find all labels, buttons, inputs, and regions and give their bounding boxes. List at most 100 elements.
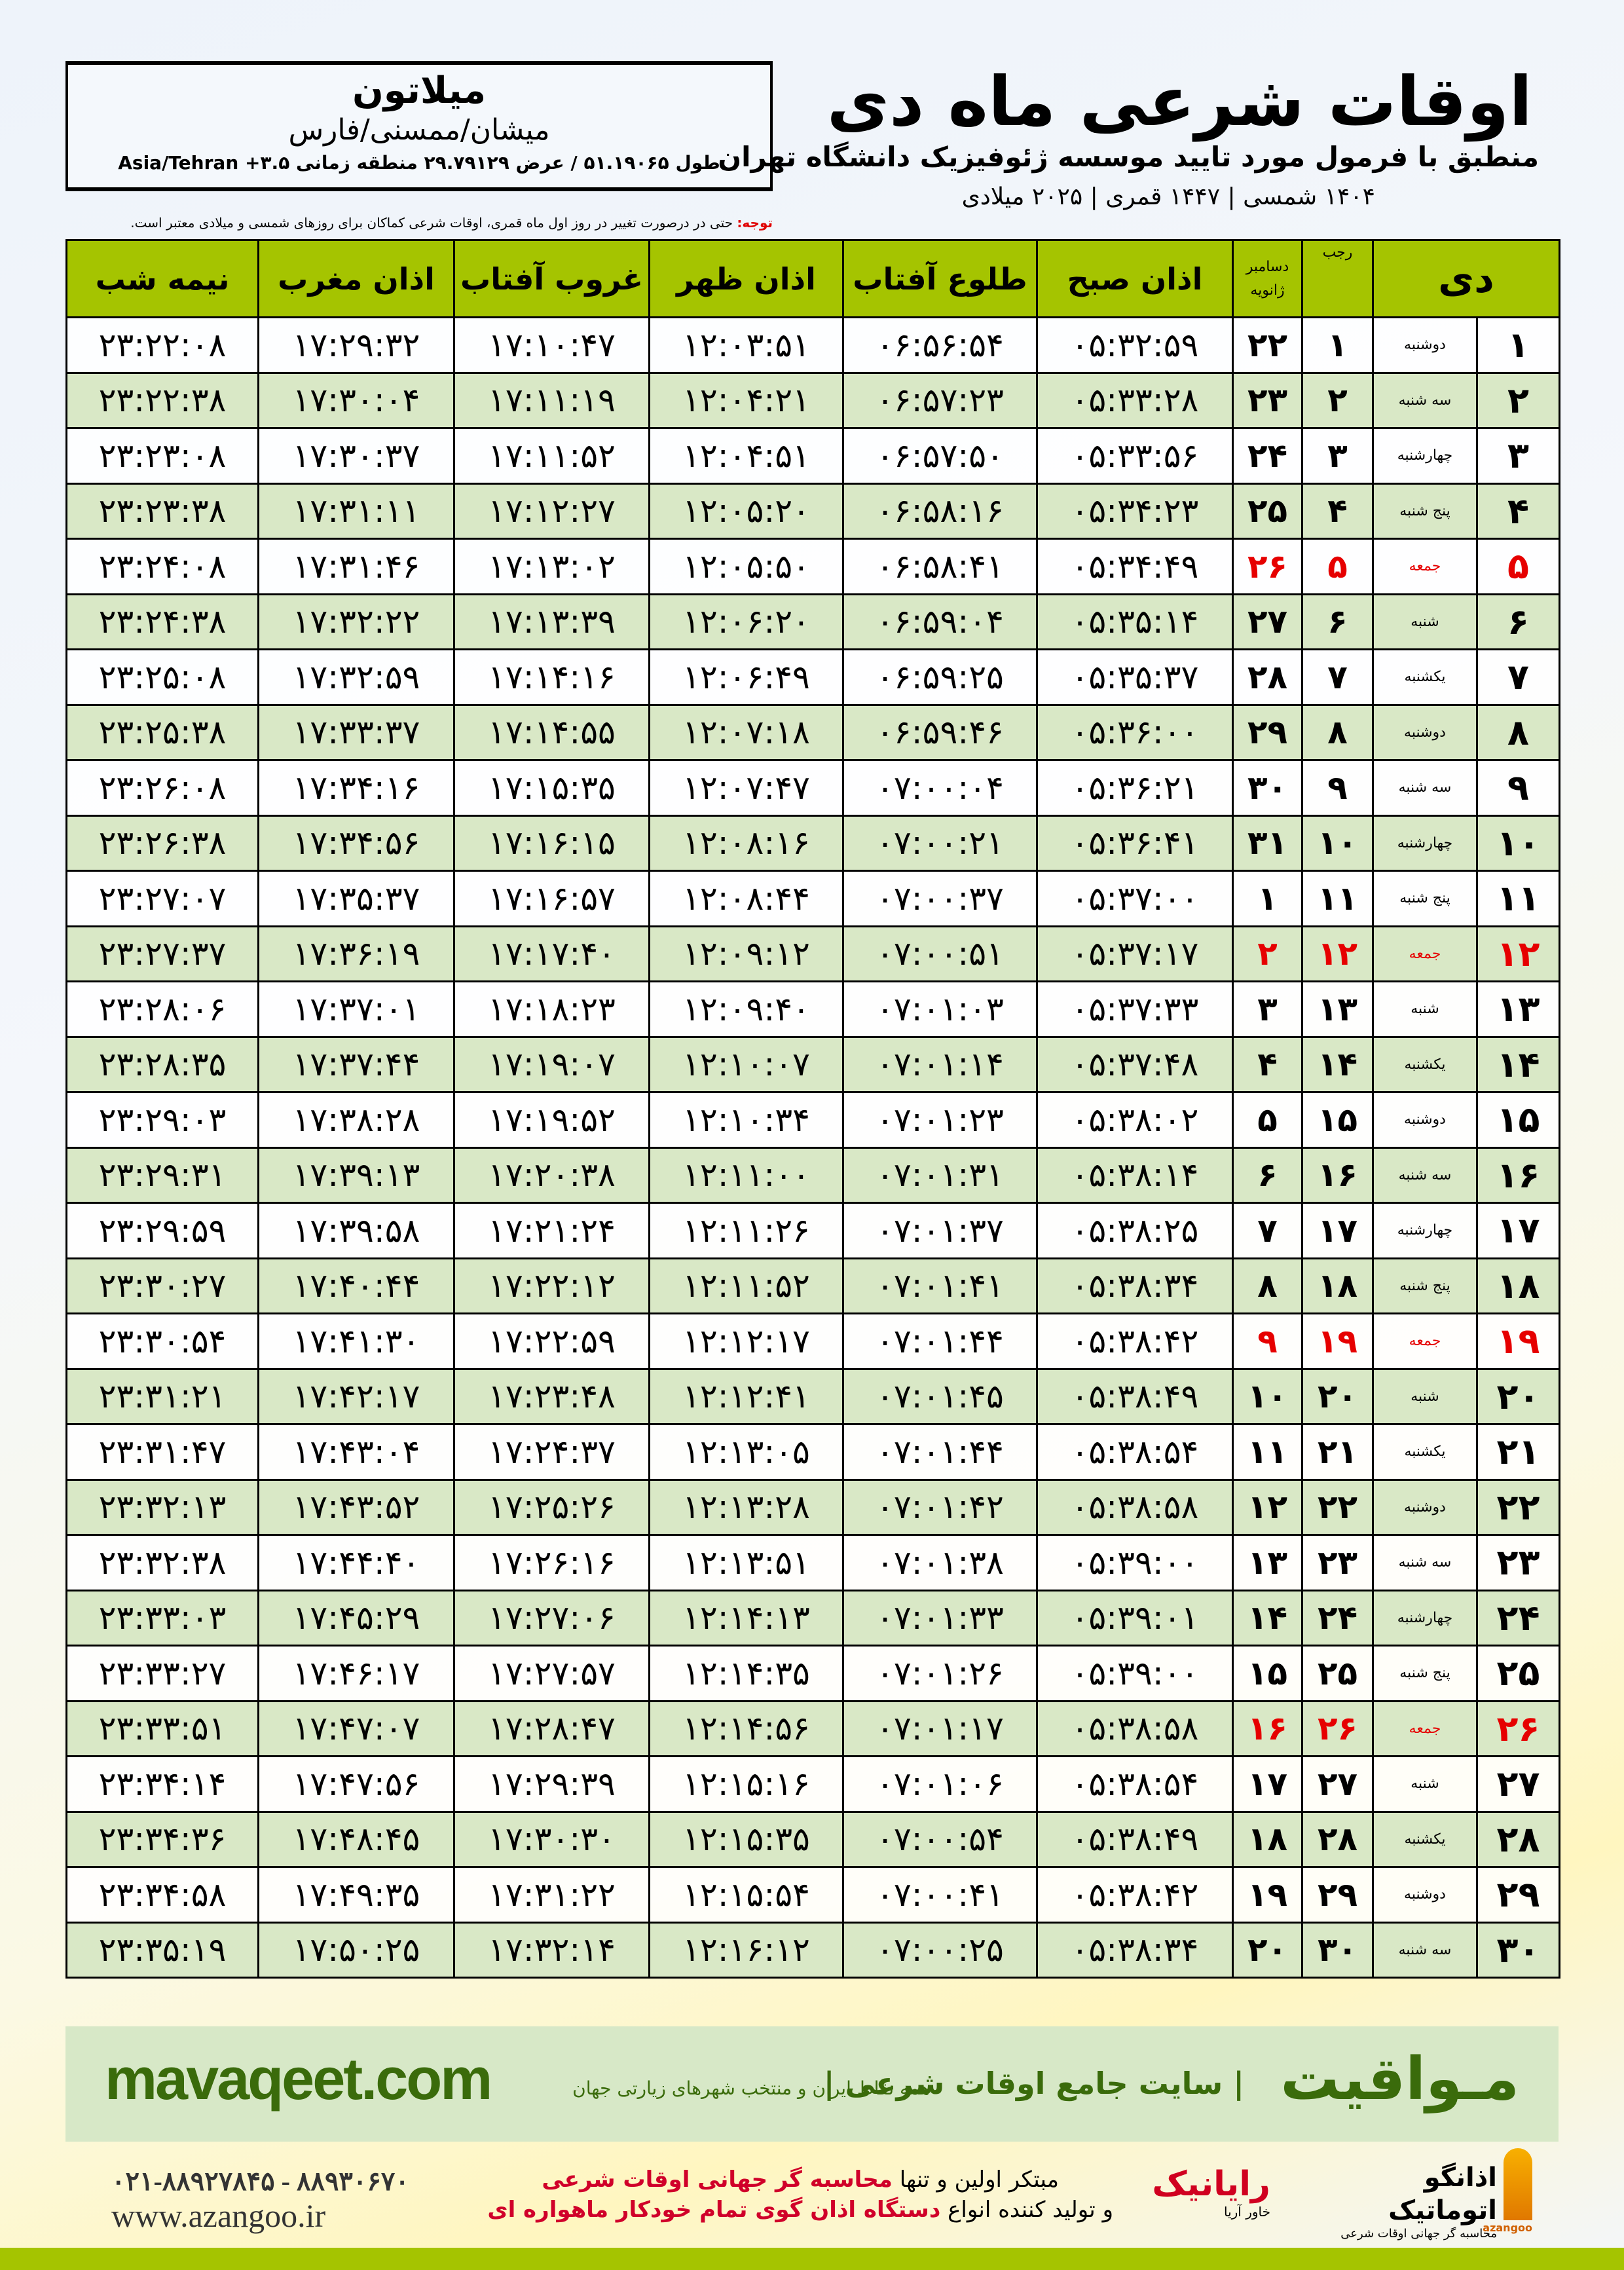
cell-dec: ۲۹	[1232, 703, 1303, 761]
cell-midnight: ۲۳:۲۳:۳۸	[65, 482, 259, 540]
cell-sunset: ۱۷:۱۶:۵۷	[453, 870, 650, 927]
cell-dhuhr: ۱۲:۱۱:۵۲	[648, 1257, 844, 1314]
cell-rajab: ۱۳	[1301, 980, 1374, 1038]
prayer-times-table: دی رجب دسامبر ژانویه اذان صبح طلوع آفتاب …	[65, 239, 1560, 1979]
table-row: ۲۵ پنج شنبه ۲۵ ۱۵ ۰۵:۳۹:۰۰ ۰۷:۰۱:۲۶ ۱۲:۱۴:۳۵ ۱۷…	[65, 1645, 1560, 1702]
cell-dhuhr: ۱۲:۱۰:۰۷	[648, 1035, 844, 1093]
cell-dec: ۳۰	[1232, 759, 1303, 817]
cell-sunset: ۱۷:۲۷:۵۷	[453, 1645, 650, 1702]
mavaqeet-banner[interactable]: مـواقیت | سایت جامع اوقات شرعی | همه نقا…	[65, 2026, 1559, 2142]
cell-dec: ۲۳	[1232, 371, 1303, 429]
tagline-1b: محاسبه گر جهانی اوقات شرعی	[542, 2167, 893, 2193]
cell-dhuhr: ۱۲:۱۳:۲۸	[648, 1478, 844, 1536]
bottom-bar	[0, 2248, 1624, 2270]
col-day: دی	[1372, 239, 1560, 318]
phone-number[interactable]: ۰۲۱-۸۸۹۲۷۸۴۵ - ۸۸۹۳۰۶۷۰	[111, 2167, 409, 2196]
cell-rajab: ۱۰	[1301, 814, 1374, 872]
cell-dhuhr: ۱۲:۱۴:۳۵	[648, 1645, 844, 1702]
cell-sunset: ۱۷:۱۱:۵۲	[453, 427, 650, 485]
cell-maghrib: ۱۷:۴۲:۱۷	[257, 1368, 455, 1425]
cell-rajab: ۲۵	[1301, 1645, 1374, 1702]
cell-rajab: ۳۰	[1301, 1921, 1374, 1979]
cell-maghrib: ۱۷:۴۵:۲۹	[257, 1589, 455, 1647]
col-sunrise: طلوع آفتاب	[842, 239, 1038, 318]
cell-maghrib: ۱۷:۴۷:۰۷	[257, 1700, 455, 1757]
cell-weekday: سه شنبه	[1372, 1146, 1478, 1204]
cell-midnight: ۲۳:۲۵:۳۸	[65, 703, 259, 761]
cell-sunrise: ۰۶:۵۷:۲۳	[842, 371, 1038, 429]
cell-dec: ۱۷	[1232, 1755, 1303, 1813]
cell-day: ۹	[1476, 759, 1560, 817]
cell-fajr: ۰۵:۳۲:۵۹	[1036, 316, 1234, 374]
table-header: دی رجب دسامبر ژانویه اذان صبح طلوع آفتاب …	[65, 239, 1560, 318]
cell-sunrise: ۰۷:۰۱:۱۷	[842, 1700, 1038, 1757]
table-row: ۴ پنج شنبه ۴ ۲۵ ۰۵:۳۴:۲۳ ۰۶:۵۸:۱۶ ۱۲:۰۵:۲۰ ۱۷:۱…	[65, 482, 1560, 540]
cell-maghrib: ۱۷:۴۷:۵۶	[257, 1755, 455, 1813]
table-row: ۳ چهارشنبه ۳ ۲۴ ۰۵:۳۳:۵۶ ۰۶:۵۷:۵۰ ۱۲:۰۴:۵۱ ۱۷:۱…	[65, 427, 1560, 485]
cell-rajab: ۲۳	[1301, 1534, 1374, 1591]
cell-midnight: ۲۳:۳۰:۵۴	[65, 1312, 259, 1370]
cell-dec: ۱	[1232, 870, 1303, 927]
cell-maghrib: ۱۷:۴۱:۳۰	[257, 1312, 455, 1370]
cell-midnight: ۲۳:۲۷:۳۷	[65, 925, 259, 982]
cell-midnight: ۲۳:۲۴:۰۸	[65, 538, 259, 595]
cell-rajab: ۲۷	[1301, 1755, 1374, 1813]
azangoo-logo-en: azangoo	[1483, 2222, 1532, 2234]
cell-maghrib: ۱۷:۳۱:۴۶	[257, 538, 455, 595]
cell-midnight: ۲۳:۲۶:۳۸	[65, 814, 259, 872]
cell-dec: ۶	[1232, 1146, 1303, 1204]
cell-day: ۱۲	[1476, 925, 1560, 982]
cell-day: ۱۸	[1476, 1257, 1560, 1314]
cell-fajr: ۰۵:۳۷:۱۷	[1036, 925, 1234, 982]
cell-weekday: شنبه	[1372, 593, 1478, 650]
cell-weekday: دوشنبه	[1372, 316, 1478, 374]
cell-midnight: ۲۳:۲۶:۰۸	[65, 759, 259, 817]
table-row: ۱۶ سه شنبه ۱۶ ۶ ۰۵:۳۸:۱۴ ۰۷:۰۱:۳۱ ۱۲:۱۱:۰۰ ۱۷:۲…	[65, 1146, 1560, 1204]
cell-sunset: ۱۷:۲۴:۳۷	[453, 1423, 650, 1481]
mosque-dome-icon	[1504, 2148, 1532, 2220]
cell-fajr: ۰۵:۳۸:۳۴	[1036, 1921, 1234, 1979]
cell-dec: ۲۴	[1232, 427, 1303, 485]
cell-rajab: ۲	[1301, 371, 1374, 429]
table-row: ۷ یکشنبه ۷ ۲۸ ۰۵:۳۵:۳۷ ۰۶:۵۹:۲۵ ۱۲:۰۶:۴۹ ۱۷:۱۴:…	[65, 648, 1560, 706]
cell-sunset: ۱۷:۱۶:۱۵	[453, 814, 650, 872]
cell-fajr: ۰۵:۳۵:۳۷	[1036, 648, 1234, 706]
cell-fajr: ۰۵:۳۶:۰۰	[1036, 703, 1234, 761]
cell-dhuhr: ۱۲:۰۴:۲۱	[648, 371, 844, 429]
cell-day: ۱۹	[1476, 1312, 1560, 1370]
cell-dec: ۵	[1232, 1091, 1303, 1149]
table-row: ۱۷ چهارشنبه ۱۷ ۷ ۰۵:۳۸:۲۵ ۰۷:۰۱:۳۷ ۱۲:۱۱:۲۶ ۱۷:…	[65, 1202, 1560, 1259]
cell-dhuhr: ۱۲:۰۹:۴۰	[648, 980, 844, 1038]
cell-dhuhr: ۱۲:۰۷:۱۸	[648, 703, 844, 761]
cell-sunrise: ۰۶:۵۹:۰۴	[842, 593, 1038, 650]
cell-sunset: ۱۷:۲۶:۱۶	[453, 1534, 650, 1591]
cell-weekday: یکشنبه	[1372, 1810, 1478, 1868]
cell-midnight: ۲۳:۳۰:۲۷	[65, 1257, 259, 1314]
table-row: ۳۰ سه شنبه ۳۰ ۲۰ ۰۵:۳۸:۳۴ ۰۷:۰۰:۲۵ ۱۲:۱۶:۱۲ ۱۷:…	[65, 1921, 1560, 1979]
cell-fajr: ۰۵:۳۸:۳۴	[1036, 1257, 1234, 1314]
cell-sunrise: ۰۶:۵۷:۵۰	[842, 427, 1038, 485]
cell-midnight: ۲۳:۲۹:۵۹	[65, 1202, 259, 1259]
cell-day: ۳۰	[1476, 1921, 1560, 1979]
cell-dec: ۱۳	[1232, 1534, 1303, 1591]
cell-sunset: ۱۷:۲۸:۴۷	[453, 1700, 650, 1757]
cell-sunrise: ۰۷:۰۱:۳۳	[842, 1589, 1038, 1647]
cell-fajr: ۰۵:۳۹:۰۰	[1036, 1645, 1234, 1702]
cell-fajr: ۰۵:۳۸:۴۲	[1036, 1312, 1234, 1370]
cell-fajr: ۰۵:۳۳:۵۶	[1036, 427, 1234, 485]
cell-dec: ۲۶	[1232, 538, 1303, 595]
cell-sunrise: ۰۷:۰۱:۰۶	[842, 1755, 1038, 1813]
cell-dhuhr: ۱۲:۰۴:۵۱	[648, 427, 844, 485]
cell-dhuhr: ۱۲:۰۵:۵۰	[648, 538, 844, 595]
tagline: مبتکر اولین و تنها محاسبه گر جهانی اوقات…	[487, 2165, 1113, 2225]
city-name: میلاتون	[352, 69, 486, 112]
cell-dhuhr: ۱۲:۱۲:۴۱	[648, 1368, 844, 1425]
cell-midnight: ۲۳:۳۴:۵۸	[65, 1866, 259, 1924]
cell-weekday: چهارشنبه	[1372, 814, 1478, 872]
table-row: ۵ جمعه ۵ ۲۶ ۰۵:۳۴:۴۹ ۰۶:۵۸:۴۱ ۱۲:۰۵:۵۰ ۱۷:۱۳:۰۲…	[65, 538, 1560, 595]
cell-fajr: ۰۵:۳۸:۲۵	[1036, 1202, 1234, 1259]
cell-sunrise: ۰۷:۰۰:۵۱	[842, 925, 1038, 982]
banner-website-link[interactable]: mavaqeet.com	[105, 2047, 492, 2112]
azangoo-logo-subtext: محاسبه گر جهانی اوقات شرعی	[1340, 2227, 1497, 2241]
azangoo-website-link[interactable]: www.azangoo.ir	[111, 2197, 326, 2234]
